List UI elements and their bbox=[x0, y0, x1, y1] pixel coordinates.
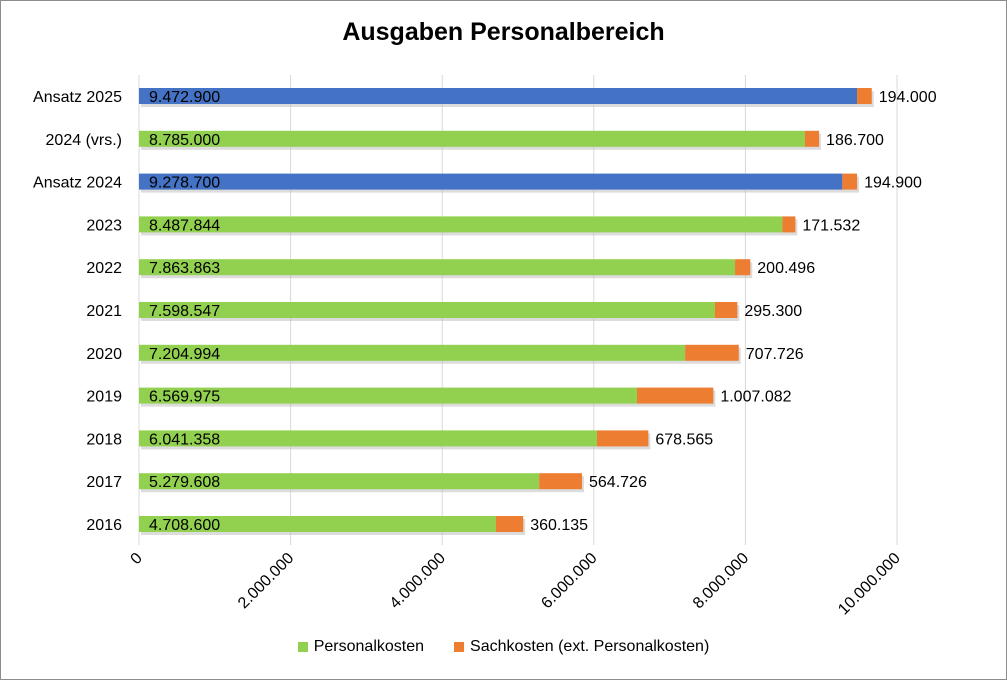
bar-personalkosten bbox=[139, 216, 783, 233]
category-label: 2020 bbox=[86, 346, 122, 363]
x-tick-label-2: 4.000.000 bbox=[387, 550, 449, 612]
bar-sachkosten bbox=[637, 387, 714, 404]
category-label: 2018 bbox=[86, 431, 122, 448]
bar-sachkosten bbox=[495, 516, 524, 532]
legend-swatch-sachkosten bbox=[454, 642, 465, 652]
data-label-sachkosten: 1.007.082 bbox=[720, 389, 791, 406]
bar-sachkosten bbox=[539, 473, 583, 490]
data-label-personalkosten: 8.487.844 bbox=[149, 217, 220, 234]
bar-personalkosten bbox=[139, 259, 736, 276]
data-label-personalkosten: 7.863.863 bbox=[149, 260, 220, 277]
data-label-sachkosten: 678.565 bbox=[655, 431, 713, 448]
category-label: Ansatz 2024 bbox=[33, 175, 122, 192]
bar-sachkosten bbox=[842, 173, 858, 190]
bar-sachkosten bbox=[685, 344, 739, 361]
legend-label-personalkosten: Personalkosten bbox=[313, 638, 425, 655]
data-label-sachkosten: 707.726 bbox=[746, 346, 804, 363]
x-tick-label-1: 2.000.000 bbox=[235, 550, 297, 612]
bar-personalkosten bbox=[139, 302, 715, 318]
bar-sachkosten bbox=[782, 216, 796, 233]
x-tick-label-3: 6.000.000 bbox=[538, 550, 600, 612]
bar-sachkosten bbox=[804, 130, 820, 147]
category-label: Ansatz 2025 bbox=[33, 89, 122, 106]
bar-personalkosten bbox=[139, 88, 858, 104]
data-label-personalkosten: 7.598.547 bbox=[149, 303, 220, 320]
data-label-personalkosten: 9.472.900 bbox=[149, 89, 220, 106]
data-label-sachkosten: 186.700 bbox=[826, 132, 884, 149]
category-label: 2022 bbox=[86, 260, 122, 277]
x-tick-label-4: 8.000.000 bbox=[690, 550, 752, 612]
chart-legend: Personalkosten Sachkosten (ext. Personal… bbox=[0, 638, 1007, 656]
data-label-personalkosten: 7.204.994 bbox=[149, 346, 220, 363]
category-label: 2019 bbox=[86, 389, 122, 406]
data-label-sachkosten: 295.300 bbox=[744, 303, 802, 320]
data-label-personalkosten: 4.708.600 bbox=[149, 517, 220, 534]
bar-sachkosten bbox=[596, 430, 649, 447]
bar-personalkosten bbox=[139, 430, 597, 447]
legend-item-personalkosten: Personalkosten bbox=[297, 638, 425, 656]
data-label-personalkosten: 6.569.975 bbox=[149, 389, 220, 406]
category-label: 2017 bbox=[86, 474, 122, 491]
x-tick-label-5: 10.000.000 bbox=[835, 550, 904, 619]
data-label-personalkosten: 6.041.358 bbox=[149, 431, 220, 448]
category-label: 2021 bbox=[86, 303, 122, 320]
bar-personalkosten bbox=[139, 387, 638, 404]
bar-sachkosten bbox=[735, 259, 751, 276]
data-label-sachkosten: 194.900 bbox=[864, 175, 922, 192]
x-tick-label-0: 0 bbox=[128, 550, 146, 568]
data-label-sachkosten: 171.532 bbox=[802, 217, 860, 234]
category-label: 2016 bbox=[86, 517, 122, 534]
bar-personalkosten bbox=[139, 344, 686, 361]
bar-sachkosten bbox=[714, 302, 738, 318]
chart-title: Ausgaben Personalbereich bbox=[342, 18, 665, 46]
bar-personalkosten bbox=[139, 173, 843, 190]
legend-item-sachkosten: Sachkosten (ext. Personalkosten) bbox=[454, 638, 709, 656]
bar-personalkosten bbox=[139, 473, 540, 490]
data-label-sachkosten: 564.726 bbox=[589, 474, 647, 491]
data-label-sachkosten: 360.135 bbox=[530, 517, 588, 534]
data-label-personalkosten: 5.279.608 bbox=[149, 474, 220, 491]
data-label-sachkosten: 200.496 bbox=[757, 260, 815, 277]
bar-personalkosten bbox=[139, 130, 805, 147]
data-label-personalkosten: 8.785.000 bbox=[149, 132, 220, 149]
legend-swatch-personalkosten bbox=[297, 642, 308, 652]
bar-sachkosten bbox=[857, 88, 872, 104]
data-label-sachkosten: 194.000 bbox=[879, 89, 937, 106]
legend-label-sachkosten: Sachkosten (ext. Personalkosten) bbox=[470, 638, 710, 655]
category-label: 2024 (vrs.) bbox=[46, 132, 122, 149]
bar-personalkosten bbox=[139, 516, 496, 532]
category-label: 2023 bbox=[86, 217, 122, 234]
data-label-personalkosten: 9.278.700 bbox=[149, 175, 220, 192]
